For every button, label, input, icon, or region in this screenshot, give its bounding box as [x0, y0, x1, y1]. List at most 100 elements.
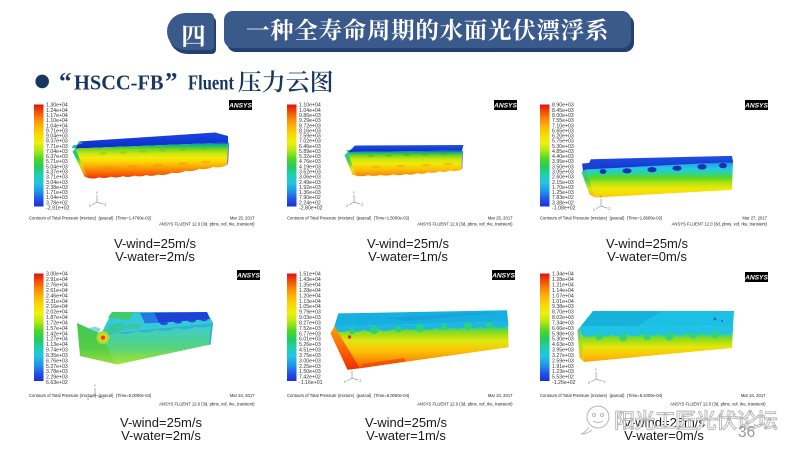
svg-text:5.04e+03: 5.04e+03 [46, 164, 68, 170]
svg-text:4.19e+03: 4.19e+03 [299, 164, 321, 170]
svg-text:3.05e+03: 3.05e+03 [552, 170, 574, 176]
svg-text:Y: Y [600, 195, 603, 199]
svg-text:2.15e+03: 2.15e+03 [552, 180, 574, 186]
svg-text:3.62e+03: 3.62e+03 [299, 170, 321, 176]
svg-text:HSCC-FB: HSCC-FB [74, 71, 164, 95]
svg-text:1.92e+03: 1.92e+03 [299, 185, 321, 191]
svg-text:Contours of Total Pressure (mi: Contours of Total Pressure (mixture) (pa… [29, 216, 152, 221]
svg-text:5.26e+03: 5.26e+03 [299, 342, 321, 348]
svg-text:3.75e+03: 3.75e+03 [299, 353, 321, 359]
svg-text:9.86e+03: 9.86e+03 [299, 113, 321, 119]
svg-text:1.04e+04: 1.04e+04 [299, 108, 321, 114]
svg-text:4.85e+03: 4.85e+03 [552, 149, 574, 155]
svg-text:8.72e+03: 8.72e+03 [299, 123, 321, 129]
svg-text:Contours of Total Pressure (mi: Contours of Total Pressure (mixture) (pa… [540, 393, 663, 398]
svg-text:5.89e+03: 5.89e+03 [299, 149, 321, 155]
svg-text:1.10e+04: 1.10e+04 [46, 118, 68, 124]
svg-text:1.07e+04: 1.07e+04 [552, 293, 574, 299]
svg-text:7.71e+03: 7.71e+03 [46, 144, 68, 150]
svg-text:ANSYS: ANSYS [744, 103, 768, 110]
svg-text:4.37e+03: 4.37e+03 [46, 170, 68, 176]
svg-text:8.27e+03: 8.27e+03 [299, 320, 321, 326]
svg-text:2.59e+03: 2.59e+03 [552, 358, 574, 364]
svg-text:1.70e+03: 1.70e+03 [552, 185, 574, 191]
svg-text:Z: Z [361, 203, 363, 207]
svg-text:1.42e+04: 1.42e+04 [46, 331, 68, 337]
svg-text:7.52e+03: 7.52e+03 [299, 326, 321, 332]
svg-text:9.38e+03: 9.38e+03 [552, 304, 574, 310]
svg-text:2.02e+04: 2.02e+04 [46, 310, 68, 316]
svg-text:6.20e+03: 6.20e+03 [552, 134, 574, 140]
svg-text:Mar 24, 2017: Mar 24, 2017 [230, 393, 255, 398]
svg-text:7.42e+02: 7.42e+02 [299, 375, 321, 381]
svg-text:“: “ [59, 69, 72, 96]
svg-text:Y: Y [351, 367, 354, 371]
svg-text:8.70e+03: 8.70e+03 [552, 310, 574, 316]
svg-text:”: ” [165, 69, 178, 96]
svg-text:3.06e+03: 3.06e+03 [299, 175, 321, 181]
svg-text:2.60e+03: 2.60e+03 [552, 175, 574, 181]
svg-text:2.61e+04: 2.61e+04 [46, 288, 68, 294]
svg-text:ANSYS FLUENT 12.0 (3d, pbns, v: ANSYS FLUENT 12.0 (3d, pbns, vof, rke, t… [417, 401, 513, 406]
svg-text:1.01e+04: 1.01e+04 [552, 299, 574, 305]
svg-text:7.59e+03: 7.59e+03 [299, 134, 321, 140]
svg-text:1.14e+04: 1.14e+04 [552, 288, 574, 294]
svg-text:X: X [344, 380, 347, 384]
svg-text:Mar 24, 2017: Mar 24, 2017 [488, 393, 513, 398]
svg-text:5.53e+02: 5.53e+02 [552, 375, 574, 381]
svg-text:1.35e+04: 1.35e+04 [299, 283, 321, 289]
svg-text:2.46e+04: 2.46e+04 [46, 293, 68, 299]
svg-text:ANSYS FLUENT 12.0 (3d, pbns, v: ANSYS FLUENT 12.0 (3d, pbns, vof, rke, t… [159, 401, 255, 406]
svg-text:2.49e+03: 2.49e+03 [299, 180, 321, 186]
svg-text:4.76e+03: 4.76e+03 [299, 159, 321, 165]
svg-text:1.21e+04: 1.21e+04 [552, 283, 574, 289]
svg-text:6.65e+03: 6.65e+03 [552, 128, 574, 134]
svg-text:1.20e+04: 1.20e+04 [299, 293, 321, 299]
svg-text:Z: Z [359, 379, 361, 383]
svg-text:1.13e+04: 1.13e+04 [299, 299, 321, 305]
svg-text:-2.80e+02: -2.80e+02 [299, 206, 323, 212]
svg-text:2.38e+03: 2.38e+03 [46, 185, 68, 191]
svg-text:3.95e+03: 3.95e+03 [552, 348, 574, 354]
svg-text:1.87e+04: 1.87e+04 [46, 315, 68, 321]
svg-text:3.27e+03: 3.27e+03 [552, 353, 574, 359]
svg-text:3.78e+02: 3.78e+02 [46, 200, 68, 206]
svg-text:Z: Z [104, 203, 106, 207]
svg-text:9.71e+03: 9.71e+03 [46, 128, 68, 134]
svg-text:1.17e+04: 1.17e+04 [46, 113, 68, 119]
svg-text:5.30e+03: 5.30e+03 [552, 144, 574, 150]
svg-text:Contours of Total Pressure (mi: Contours of Total Pressure (mixture) (pa… [540, 216, 663, 221]
svg-text:Contours of Total Pressure (mi: Contours of Total Pressure (mixture) (pa… [287, 216, 410, 221]
svg-text:1.10e+04: 1.10e+04 [299, 103, 321, 109]
svg-text:9.79e+03: 9.79e+03 [299, 310, 321, 316]
svg-text:4.40e+03: 4.40e+03 [552, 154, 574, 160]
svg-text:-1.08e+02: -1.08e+02 [552, 206, 576, 212]
svg-text:6.63e+02: 6.63e+02 [46, 380, 68, 386]
svg-text:8.37e+03: 8.37e+03 [46, 139, 68, 145]
svg-text:ANSYS: ANSYS [491, 273, 515, 280]
svg-text:8.35e+03: 8.35e+03 [46, 353, 68, 359]
svg-text:1.91e+03: 1.91e+03 [552, 364, 574, 370]
svg-text:Mar 25, 2017: Mar 25, 2017 [230, 216, 255, 221]
svg-text:8.00e+03: 8.00e+03 [552, 113, 574, 119]
svg-text:1.23e+03: 1.23e+03 [552, 369, 574, 375]
svg-text:9.04e+03: 9.04e+03 [46, 134, 68, 140]
svg-text:ANSYS: ANSYS [228, 103, 252, 110]
svg-text:5.71e+03: 5.71e+03 [46, 159, 68, 165]
svg-text:1.71e+03: 1.71e+03 [46, 190, 68, 196]
svg-text:6.01e+03: 6.01e+03 [299, 337, 321, 343]
svg-text:3.38e+02: 3.38e+02 [552, 200, 574, 206]
svg-text:1.04e+03: 1.04e+03 [46, 195, 68, 201]
svg-text:5.27e+03: 5.27e+03 [46, 364, 68, 370]
svg-text:Y: Y [94, 384, 97, 388]
svg-text:-2.91e+02: -2.91e+02 [46, 206, 70, 212]
svg-text:8.45e+03: 8.45e+03 [552, 108, 574, 114]
svg-text:7.83e+02: 7.83e+02 [552, 195, 574, 201]
svg-text:Z: Z [102, 396, 104, 400]
svg-text:8.90e+03: 8.90e+03 [552, 103, 574, 109]
svg-text:2.25e+03: 2.25e+03 [299, 364, 321, 370]
svg-text:ANSYS: ANSYS [493, 103, 517, 110]
svg-text:2.91e+04: 2.91e+04 [46, 277, 68, 283]
svg-text:-1.16e+01: -1.16e+01 [299, 380, 323, 386]
svg-text:1.72e+04: 1.72e+04 [46, 320, 68, 326]
